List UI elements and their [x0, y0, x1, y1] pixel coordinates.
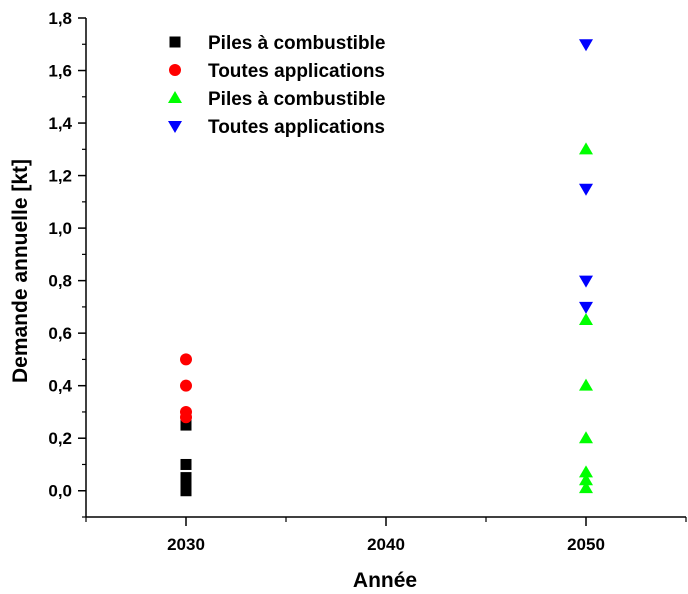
y-tick-label: 0,0 — [48, 482, 72, 501]
data-point — [579, 275, 593, 288]
data-point — [579, 183, 593, 196]
plot-area — [180, 39, 593, 497]
legend-entry: Piles à combustible — [169, 33, 385, 54]
x-tick-label: 2050 — [567, 535, 605, 554]
legend-entry: Piles à combustible — [168, 89, 385, 110]
data-point — [579, 313, 593, 326]
y-tick-label: 1,6 — [48, 62, 72, 81]
legend-label: Piles à combustible — [208, 89, 385, 110]
data-point — [180, 458, 192, 470]
series-3 — [579, 142, 593, 494]
series-1 — [180, 419, 192, 497]
series-4 — [579, 39, 593, 314]
legend-marker — [169, 64, 181, 76]
data-point — [579, 378, 593, 391]
legend-label: Toutes applications — [208, 61, 385, 82]
data-point — [579, 473, 593, 486]
legend-label: Toutes applications — [208, 117, 385, 138]
x-tick-label: 2030 — [167, 535, 205, 554]
data-point — [579, 481, 593, 494]
y-tick-label: 1,8 — [48, 9, 72, 28]
data-point — [579, 142, 593, 155]
y-tick-label: 0,6 — [48, 324, 72, 343]
legend-marker — [168, 91, 182, 103]
x-tick-label: 2040 — [367, 535, 405, 554]
legend-entry: Toutes applications — [168, 117, 385, 138]
y-tick-label: 1,2 — [48, 167, 72, 186]
data-point — [579, 39, 593, 52]
legend-label: Piles à combustible — [208, 33, 385, 54]
data-point — [579, 465, 593, 478]
data-point — [180, 379, 192, 392]
y-axis-title: Demande annuelle [kt] — [9, 159, 32, 383]
legend-marker — [168, 121, 182, 133]
y-tick-label: 0,4 — [48, 377, 72, 396]
data-point — [579, 301, 593, 314]
series-2 — [180, 353, 192, 424]
legend-marker — [169, 36, 181, 48]
data-point — [579, 431, 593, 444]
axes: 0,0 0,2 0,4 0,6 0,8 1,0 1,2 1,4 1,6 1,8 2030 2040 20… — [48, 9, 687, 554]
y-tick-label: 0,2 — [48, 429, 72, 448]
x-axis-title: Année — [353, 569, 417, 592]
data-point — [180, 419, 192, 431]
data-point — [180, 411, 192, 424]
legend-entry: Toutes applications — [169, 61, 385, 82]
y-tick-label: 1,0 — [48, 219, 72, 238]
legend: Piles à combustible Toutes applications Pi… — [168, 33, 385, 138]
data-point — [180, 485, 192, 497]
y-tick-label: 0,8 — [48, 272, 72, 291]
data-point — [180, 353, 192, 366]
y-tick-label: 1,4 — [48, 114, 72, 133]
